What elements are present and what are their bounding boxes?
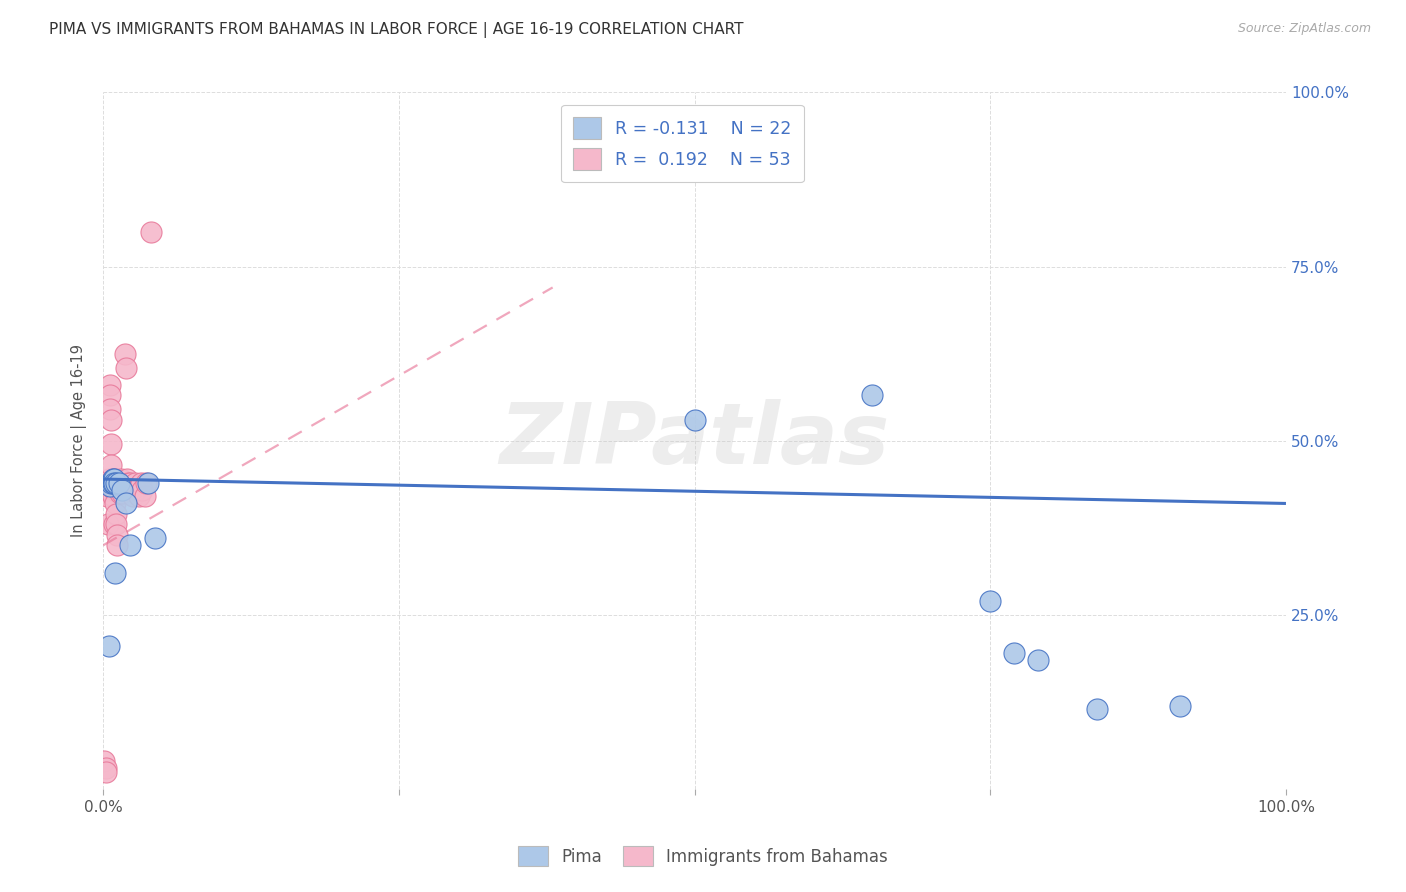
Point bbox=[103, 517, 125, 532]
Point bbox=[101, 475, 124, 490]
Point bbox=[101, 472, 124, 486]
Point bbox=[124, 475, 146, 490]
Point bbox=[110, 483, 132, 497]
Text: Source: ZipAtlas.com: Source: ZipAtlas.com bbox=[1237, 22, 1371, 36]
Point bbox=[98, 483, 121, 497]
Point bbox=[114, 496, 136, 510]
Point bbox=[104, 483, 127, 497]
Point bbox=[128, 490, 150, 504]
Point bbox=[100, 437, 122, 451]
Point bbox=[110, 472, 132, 486]
Point bbox=[107, 538, 129, 552]
Y-axis label: In Labor Force | Age 16-19: In Labor Force | Age 16-19 bbox=[72, 344, 87, 537]
Point bbox=[103, 475, 125, 490]
Point bbox=[112, 479, 135, 493]
Point bbox=[96, 490, 118, 504]
Point bbox=[115, 472, 138, 486]
Point bbox=[114, 360, 136, 375]
Point bbox=[134, 490, 156, 504]
Text: ZIPatlas: ZIPatlas bbox=[499, 400, 890, 483]
Point bbox=[111, 486, 134, 500]
Point bbox=[96, 475, 118, 490]
Point bbox=[139, 225, 162, 239]
Point bbox=[107, 475, 129, 490]
Point bbox=[98, 479, 121, 493]
Point bbox=[98, 472, 121, 486]
Point bbox=[103, 475, 125, 490]
Point bbox=[136, 475, 159, 490]
Point bbox=[105, 507, 128, 521]
Point bbox=[118, 483, 141, 497]
Point bbox=[101, 479, 124, 493]
Point bbox=[111, 483, 134, 497]
Point bbox=[120, 475, 142, 490]
Point bbox=[131, 483, 153, 497]
Point bbox=[1002, 646, 1025, 660]
Point bbox=[1026, 653, 1049, 667]
Point bbox=[104, 472, 127, 486]
Point bbox=[121, 490, 143, 504]
Point bbox=[103, 472, 125, 486]
Point bbox=[93, 754, 115, 768]
Point bbox=[117, 475, 139, 490]
Point bbox=[98, 640, 121, 654]
Point bbox=[104, 496, 127, 510]
Point bbox=[94, 764, 117, 779]
Point bbox=[100, 475, 122, 490]
Point bbox=[98, 402, 121, 417]
Point bbox=[107, 528, 129, 542]
Point bbox=[94, 761, 117, 775]
Point bbox=[120, 538, 142, 552]
Point bbox=[100, 458, 122, 472]
Point bbox=[1085, 702, 1108, 716]
Text: PIMA VS IMMIGRANTS FROM BAHAMAS IN LABOR FORCE | AGE 16-19 CORRELATION CHART: PIMA VS IMMIGRANTS FROM BAHAMAS IN LABOR… bbox=[49, 22, 744, 38]
Point bbox=[860, 388, 883, 402]
Point bbox=[107, 475, 129, 490]
Legend: R = -0.131    N = 22, R =  0.192    N = 53: R = -0.131 N = 22, R = 0.192 N = 53 bbox=[561, 104, 804, 182]
Point bbox=[135, 475, 157, 490]
Point bbox=[100, 475, 122, 490]
Point bbox=[104, 566, 127, 581]
Point bbox=[143, 531, 166, 545]
Point bbox=[1168, 698, 1191, 713]
Point bbox=[121, 483, 143, 497]
Point bbox=[125, 483, 148, 497]
Point bbox=[105, 475, 128, 490]
Point bbox=[98, 378, 121, 392]
Point bbox=[97, 483, 120, 497]
Point bbox=[108, 486, 131, 500]
Point bbox=[97, 517, 120, 532]
Point bbox=[98, 388, 121, 402]
Point bbox=[979, 594, 1001, 608]
Point bbox=[683, 413, 706, 427]
Point bbox=[129, 475, 152, 490]
Point bbox=[98, 475, 121, 490]
Point bbox=[103, 483, 125, 497]
Legend: Pima, Immigrants from Bahamas: Pima, Immigrants from Bahamas bbox=[510, 838, 896, 875]
Point bbox=[100, 413, 122, 427]
Point bbox=[114, 346, 136, 360]
Point bbox=[96, 479, 118, 493]
Point bbox=[101, 490, 124, 504]
Point bbox=[105, 517, 128, 532]
Point bbox=[101, 472, 124, 486]
